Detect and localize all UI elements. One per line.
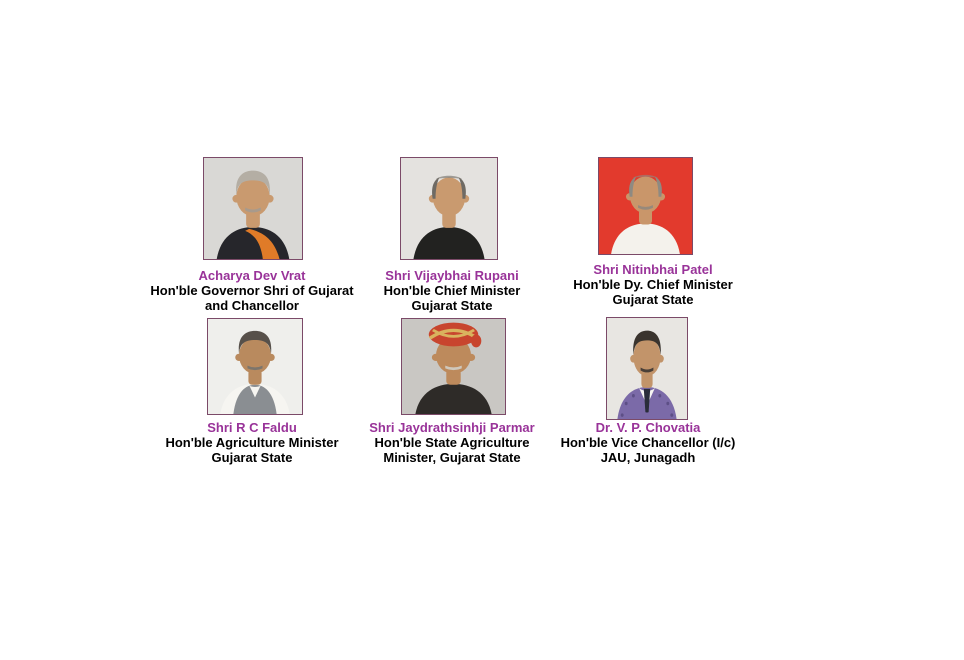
- person-card: Shri R C Faldu Hon'ble Agriculture Minis…: [142, 420, 362, 465]
- portrait-photo-chief-minister: [400, 157, 498, 260]
- person-card: Acharya Dev Vrat Hon'ble Governor Shri o…: [142, 268, 362, 313]
- person-title-line2: Minister, Gujarat State: [383, 450, 521, 465]
- person-name: Shri Vijaybhai Rupani: [385, 268, 519, 283]
- portrait-photo-agriculture-minister: [207, 318, 303, 415]
- person-name: Shri Nitinbhai Patel: [593, 262, 713, 277]
- person-title-line1: Hon'ble State Agriculture: [374, 435, 530, 450]
- person-name: Shri Jaydrathsinhji Parmar: [369, 420, 535, 435]
- person-name: Acharya Dev Vrat: [198, 268, 306, 283]
- portrait-photo-dy-chief-minister: [598, 157, 693, 255]
- person-card: Shri Vijaybhai Rupani Hon'ble Chief Mini…: [342, 268, 562, 313]
- portrait-photo-state-agriculture-minister: [401, 318, 506, 415]
- person-title-line1: Hon'ble Chief Minister: [383, 283, 521, 298]
- person-title-line2: Gujarat State: [211, 450, 293, 465]
- person-title-line2: Gujarat State: [612, 292, 694, 307]
- portrait-photo-vice-chancellor: [606, 317, 688, 420]
- person-title-line2: Gujarat State: [411, 298, 493, 313]
- person-title-line2: JAU, Junagadh: [600, 450, 696, 465]
- person-title-line1: Hon'ble Dy. Chief Minister: [573, 277, 733, 292]
- person-card: Dr. V. P. Chovatia Hon'ble Vice Chancell…: [538, 420, 758, 465]
- person-title-line1: Hon'ble Governor Shri of Gujarat: [150, 283, 354, 298]
- person-title-line2: and Chancellor: [205, 298, 299, 313]
- person-name: Shri R C Faldu: [207, 420, 297, 435]
- person-title-line1: Hon'ble Vice Chancellor (I/c): [560, 435, 736, 450]
- person-name: Dr. V. P. Chovatia: [595, 420, 701, 435]
- person-card: Shri Jaydrathsinhji Parmar Hon'ble State…: [342, 420, 562, 465]
- person-card: Shri Nitinbhai Patel Hon'ble Dy. Chief M…: [543, 262, 763, 307]
- portrait-photo-governor: [203, 157, 303, 260]
- person-title-line1: Hon'ble Agriculture Minister: [165, 435, 339, 450]
